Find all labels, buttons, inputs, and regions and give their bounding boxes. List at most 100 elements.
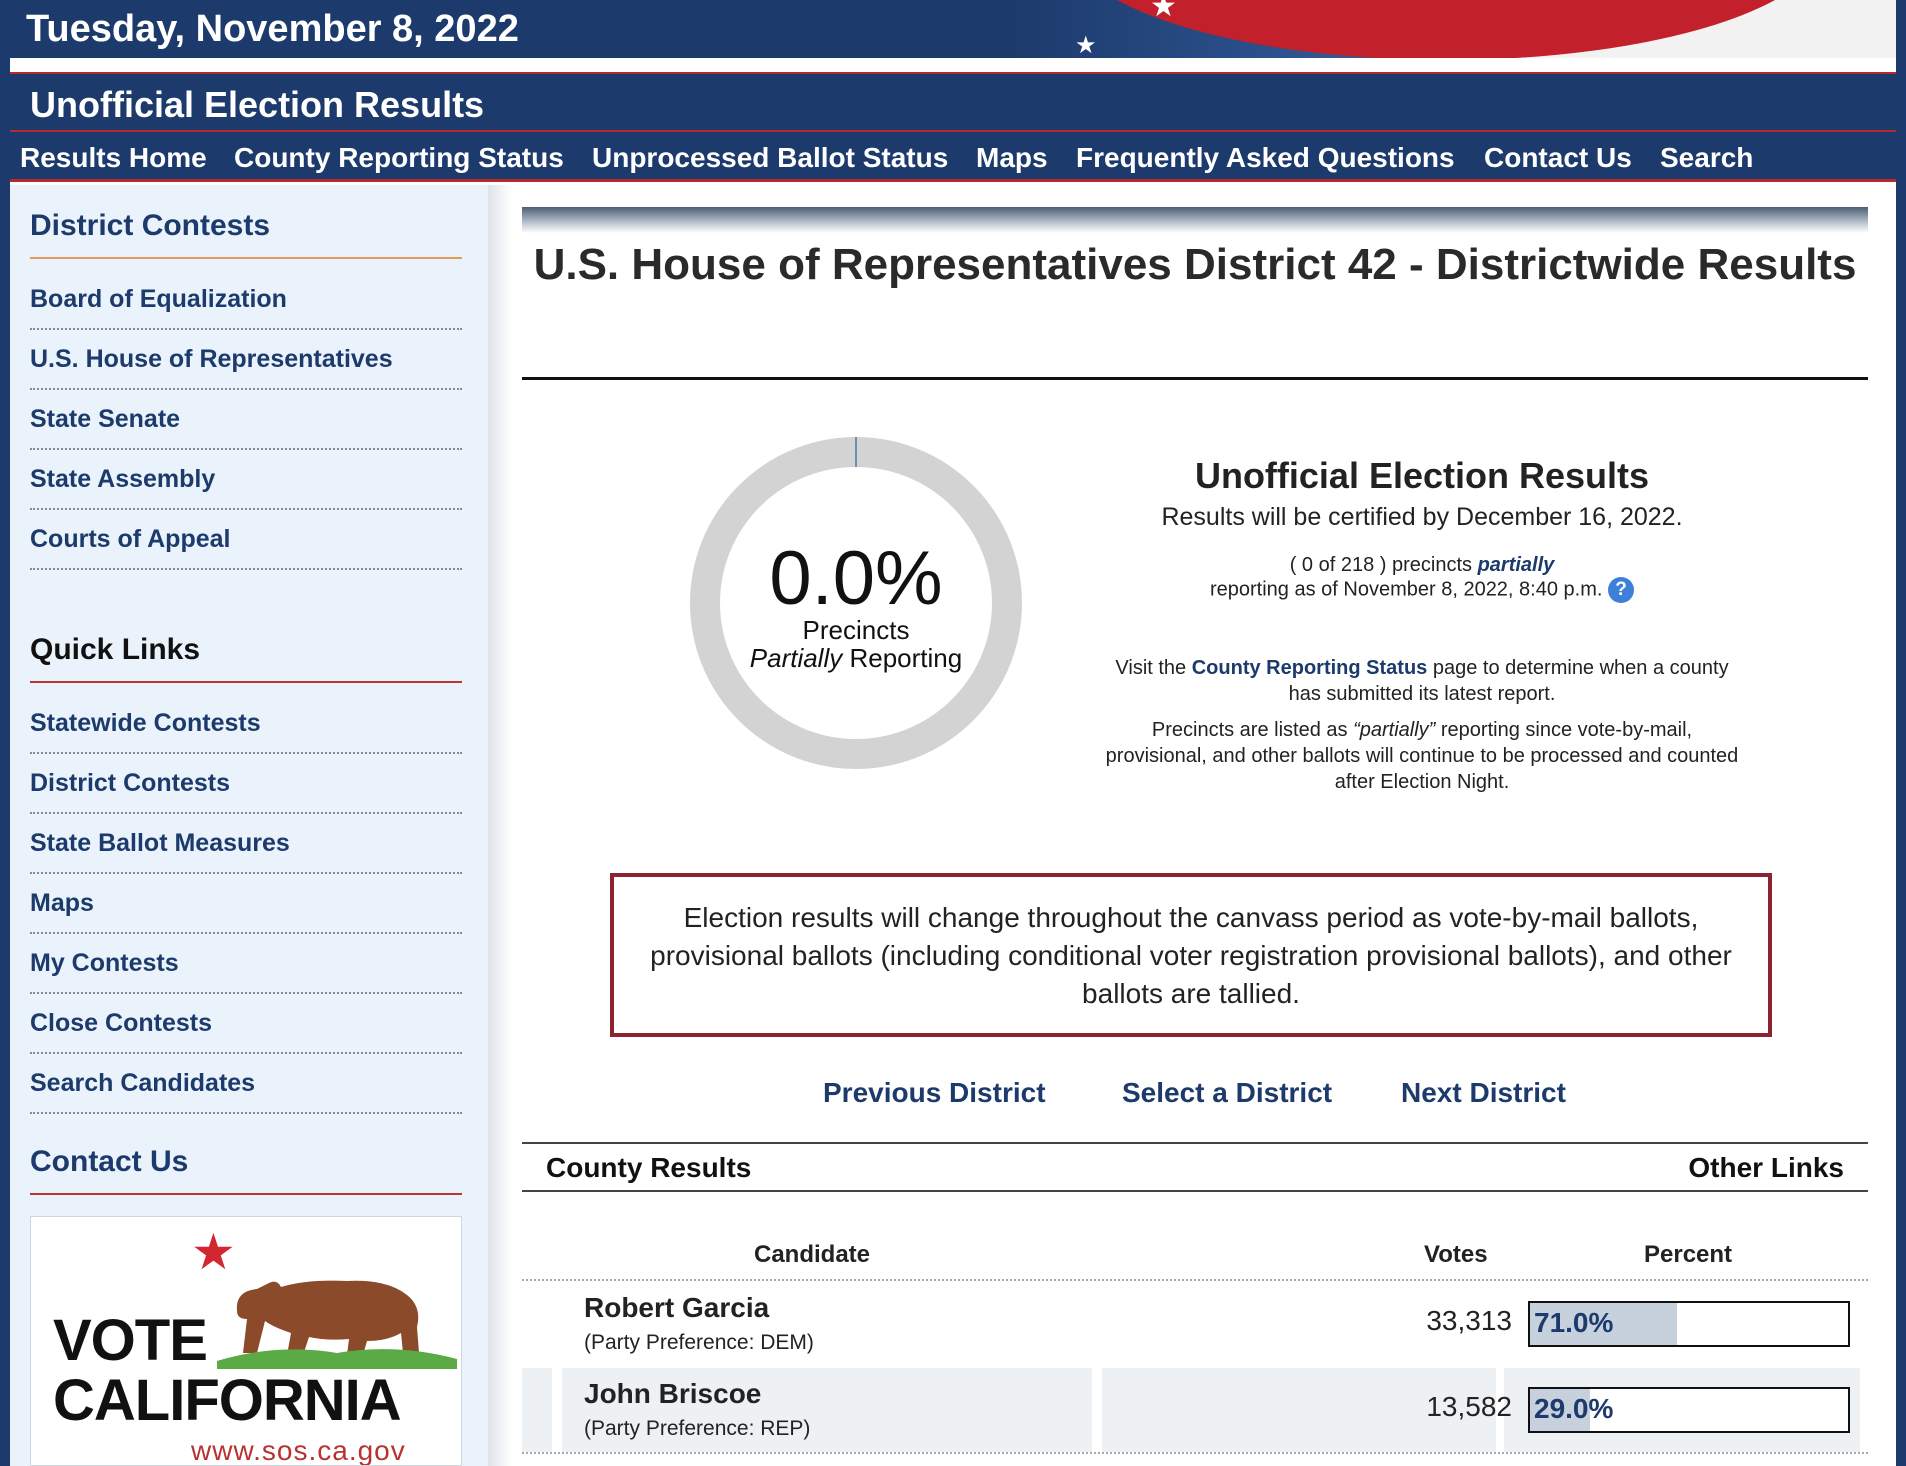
title-bar: Unofficial Election Results bbox=[10, 72, 1896, 130]
row-background bbox=[1102, 1368, 1496, 1452]
sidebar-item-courts-of-appeal[interactable]: Courts of Appeal bbox=[30, 525, 231, 553]
next-district-link[interactable]: Next District bbox=[1401, 1077, 1566, 1108]
sidebar-item-search-candidates[interactable]: Search Candidates bbox=[30, 1069, 256, 1097]
sidebar-heading-contact-us[interactable]: Contact Us bbox=[30, 1145, 189, 1178]
flag-star-icon: ★ bbox=[1150, 0, 1177, 23]
nav-contact-us[interactable]: Contact Us bbox=[1484, 142, 1632, 173]
sidebar-item-state-senate[interactable]: State Senate bbox=[30, 405, 181, 433]
vote-logo-line1: VOTE bbox=[53, 1308, 208, 1373]
precincts-partially: partially bbox=[1477, 554, 1555, 576]
site-title: Unofficial Election Results bbox=[30, 84, 485, 125]
divider bbox=[30, 812, 462, 814]
donut-label-reporting: Partially Reporting bbox=[688, 643, 1024, 674]
tab-other-links[interactable]: Other Links bbox=[1688, 1152, 1844, 1183]
sidebar-item-board-of-equalization[interactable]: Board of Equalization bbox=[30, 285, 287, 313]
divider bbox=[30, 1052, 462, 1054]
divider bbox=[30, 257, 462, 259]
results-info: Unofficial Election Results Results will… bbox=[1062, 455, 1782, 795]
donut-label-partially: Partially bbox=[749, 643, 843, 673]
county-reporting-status-link[interactable]: County Reporting Status bbox=[1191, 657, 1428, 679]
tab-county-results[interactable]: County Results bbox=[546, 1152, 752, 1183]
divider bbox=[30, 752, 462, 754]
sidebar-item-district-contests[interactable]: District Contests bbox=[30, 769, 231, 797]
divider bbox=[30, 1193, 462, 1195]
partial-em: “partially” bbox=[1353, 719, 1436, 741]
certification-date: Results will be certified by December 16… bbox=[1161, 503, 1683, 531]
select-district-link[interactable]: Select a District bbox=[1122, 1077, 1333, 1108]
previous-district-link[interactable]: Previous District bbox=[823, 1077, 1046, 1108]
nav-results-home[interactable]: Results Home bbox=[20, 142, 207, 173]
precincts-count-text: ( 0 of 218 ) precincts bbox=[1289, 554, 1478, 576]
divider bbox=[522, 377, 1868, 380]
top-nav: Results Home County Reporting Status Unp… bbox=[10, 130, 1896, 182]
donut-label-precincts: Precincts bbox=[802, 615, 910, 645]
help-icon[interactable]: ? bbox=[1608, 577, 1634, 603]
nav-county-reporting-status[interactable]: County Reporting Status bbox=[234, 142, 564, 173]
reporting-time: reporting as of November 8, 2022, 8:40 p… bbox=[1209, 578, 1603, 601]
divider bbox=[30, 388, 462, 390]
sidebar-item-maps[interactable]: Maps bbox=[30, 889, 94, 917]
column-header-votes: Votes bbox=[1424, 1241, 1488, 1268]
divider bbox=[30, 508, 462, 510]
canvass-notice: Election results will change throughout … bbox=[610, 873, 1772, 1037]
precincts-reporting-donut bbox=[690, 437, 1022, 769]
sidebar-heading-quick-links: Quick Links bbox=[30, 633, 201, 666]
row-background bbox=[562, 1368, 1092, 1452]
header-banner: ★ ★ Tuesday, November 8, 2022 bbox=[10, 0, 1896, 58]
nav-search[interactable]: Search bbox=[1660, 142, 1754, 173]
divider bbox=[30, 1112, 462, 1114]
nav-faq[interactable]: Frequently Asked Questions bbox=[1076, 142, 1455, 173]
reporting-time-line: reporting as of November 8, 2022, 8:40 p… bbox=[1062, 577, 1782, 603]
percent-bar-fill bbox=[1530, 1303, 1677, 1345]
partial-post: reporting since vote-by-mail, provisiona… bbox=[1105, 719, 1739, 793]
divider bbox=[30, 872, 462, 874]
column-header-percent: Percent bbox=[1644, 1241, 1733, 1268]
sidebar-item-us-house[interactable]: U.S. House of Representatives bbox=[30, 345, 393, 373]
page-edge-right bbox=[1896, 0, 1906, 1466]
sidebar-item-state-assembly[interactable]: State Assembly bbox=[30, 465, 216, 493]
candidate-party: (Party Preference: DEM) bbox=[584, 1331, 814, 1354]
candidate-name: John Briscoe bbox=[584, 1378, 762, 1409]
candidate-name: Robert Garcia bbox=[584, 1292, 770, 1323]
vote-california-logo[interactable]: ★ VOTE CALIFORNIA www.sos.ca.gov bbox=[30, 1216, 462, 1466]
column-header-candidate: Candidate bbox=[754, 1241, 871, 1268]
star-icon: ★ bbox=[191, 1224, 236, 1280]
precincts-count: ( 0 of 218 ) precincts partially bbox=[1062, 554, 1782, 577]
visit-pre: Visit the bbox=[1115, 657, 1192, 679]
divider bbox=[522, 1452, 1868, 1454]
divider bbox=[30, 448, 462, 450]
page-edge-left bbox=[0, 0, 10, 1466]
divider bbox=[30, 328, 462, 330]
page: ★ ★ Tuesday, November 8, 2022 Unofficial… bbox=[10, 0, 1896, 1466]
partial-pre: Precincts are listed as bbox=[1151, 719, 1354, 741]
flag-star-icon: ★ bbox=[1075, 32, 1097, 58]
precincts-percent: 0.0% bbox=[769, 536, 943, 621]
donut-label-reporting-text: Reporting bbox=[842, 643, 963, 673]
sidebar-item-state-ballot-measures[interactable]: State Ballot Measures bbox=[30, 829, 290, 857]
percent-bar-fill bbox=[1530, 1389, 1590, 1431]
nav-unprocessed-ballot-status[interactable]: Unprocessed Ballot Status bbox=[592, 142, 949, 173]
sidebar-item-statewide-contests[interactable]: Statewide Contests bbox=[30, 709, 261, 737]
info-heading: Unofficial Election Results bbox=[1194, 455, 1650, 496]
divider bbox=[30, 932, 462, 934]
sidebar-item-close-contests[interactable]: Close Contests bbox=[30, 1009, 212, 1037]
election-date: Tuesday, November 8, 2022 bbox=[26, 8, 519, 50]
candidate-votes: 33,313 bbox=[1426, 1305, 1512, 1336]
sidebar: District Contests Board of Equalization … bbox=[10, 185, 488, 1466]
divider bbox=[30, 681, 462, 683]
nav-maps[interactable]: Maps bbox=[976, 142, 1048, 173]
sidebar-shadow bbox=[488, 185, 512, 1466]
visit-post: page to determine when a county has subm… bbox=[1288, 657, 1729, 705]
bear-icon bbox=[217, 1280, 457, 1369]
results-tabs: County Results Other Links bbox=[522, 1142, 1868, 1192]
vote-logo-line2: CALIFORNIA bbox=[53, 1368, 402, 1433]
content-top-bar bbox=[522, 207, 1868, 233]
row-background bbox=[522, 1368, 552, 1452]
sidebar-heading-district-contests: District Contests bbox=[30, 209, 271, 242]
percent-value: 71.0% bbox=[1534, 1307, 1614, 1338]
percent-bar: 29.0% bbox=[1528, 1387, 1850, 1433]
candidate-votes: 13,582 bbox=[1426, 1391, 1512, 1422]
divider bbox=[30, 992, 462, 994]
main-content: U.S. House of Representatives District 4… bbox=[522, 185, 1868, 1466]
sidebar-item-my-contests[interactable]: My Contests bbox=[30, 949, 179, 977]
